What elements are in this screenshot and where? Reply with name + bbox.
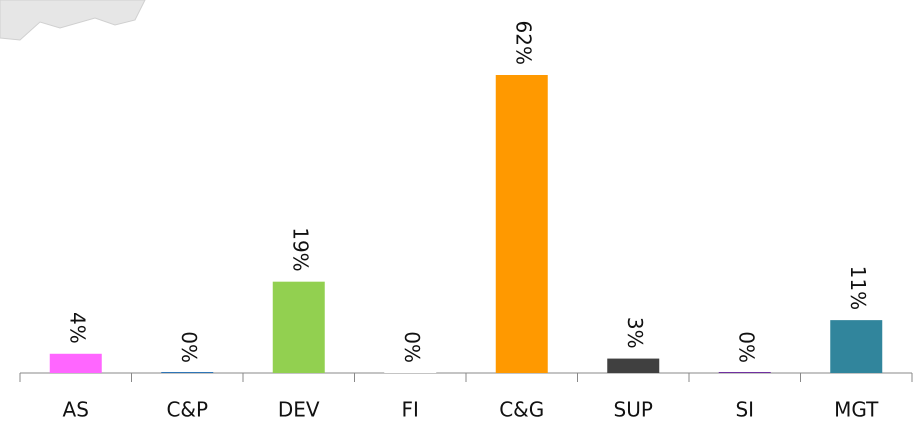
bar <box>49 353 102 373</box>
bar <box>161 372 214 373</box>
data-label: 0% <box>734 331 758 363</box>
x-tick-label: MGT <box>834 398 879 422</box>
bar <box>384 372 437 373</box>
data-label: 11% <box>846 266 870 310</box>
x-tick-label: SI <box>735 398 754 422</box>
data-label: 4% <box>65 312 89 344</box>
data-label: 3% <box>623 317 647 349</box>
map-fragment <box>0 0 146 41</box>
data-label: 19% <box>288 227 312 271</box>
bar <box>607 358 660 373</box>
bar <box>718 372 771 373</box>
x-tick-label: AS <box>63 398 89 422</box>
x-tick-label: C&G <box>499 398 544 422</box>
bar <box>495 75 548 373</box>
bar <box>830 320 883 373</box>
data-label: 0% <box>400 331 424 363</box>
x-tick-label: SUP <box>614 398 653 422</box>
data-label: 62% <box>511 21 535 65</box>
data-label: 0% <box>177 331 201 363</box>
x-tick-label: DEV <box>278 398 320 422</box>
x-tick-label: FI <box>402 398 419 422</box>
bar <box>272 281 325 373</box>
x-tick-label: C&P <box>166 398 208 422</box>
